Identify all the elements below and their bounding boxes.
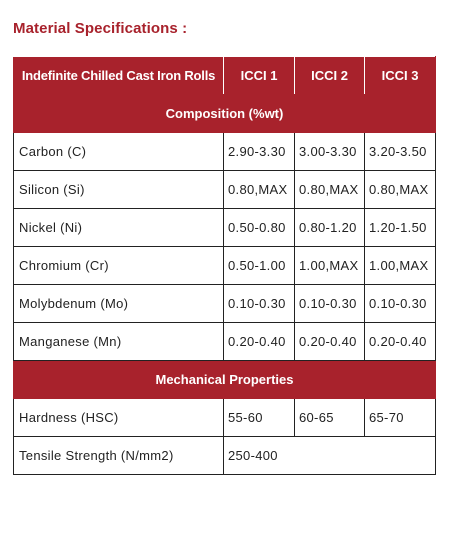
section-row-mechanical: Mechanical Properties (13, 360, 436, 399)
section-title-mechanical: Mechanical Properties (13, 360, 436, 399)
header-icci-2: ICCI 2 (294, 56, 365, 95)
cell-icci-1: 2.90-3.30 (223, 132, 295, 171)
cell-icci-3: 1.20-1.50 (364, 208, 436, 247)
cell-icci-2: 3.00-3.30 (294, 132, 365, 171)
header-icci-3: ICCI 3 (364, 56, 436, 95)
cell-icci-1: 0.50-0.80 (223, 208, 295, 247)
row-label: Hardness (HSC) (13, 398, 224, 437)
cell-icci-2: 1.00,MAX (294, 246, 365, 285)
cell-icci-2: 0.10-0.30 (294, 284, 365, 323)
cell-icci-1: 0.10-0.30 (223, 284, 295, 323)
cell-icci-2: 60-65 (294, 398, 365, 437)
cell-icci-3: 0.10-0.30 (364, 284, 436, 323)
page-title: Material Specifications : (13, 20, 188, 37)
table-row: Manganese (Mn) 0.20-0.40 0.20-0.40 0.20-… (13, 322, 436, 361)
cell-icci-3: 1.00,MAX (364, 246, 436, 285)
row-label: Manganese (Mn) (13, 322, 224, 361)
header-product: Indefinite Chilled Cast Iron Rolls (13, 56, 224, 95)
cell-icci-3: 65-70 (364, 398, 436, 437)
cell-icci-1: 55-60 (223, 398, 295, 437)
cell-icci-2: 0.80,MAX (294, 170, 365, 209)
cell-icci-1: 0.20-0.40 (223, 322, 295, 361)
row-label: Nickel (Ni) (13, 208, 224, 247)
row-label: Tensile Strength (N/mm2) (13, 436, 224, 475)
section-row-composition: Composition (%wt) (13, 94, 436, 133)
table-row: Molybdenum (Mo) 0.10-0.30 0.10-0.30 0.10… (13, 284, 436, 323)
table-row: Chromium (Cr) 0.50-1.00 1.00,MAX 1.00,MA… (13, 246, 436, 285)
table-header-row: Indefinite Chilled Cast Iron Rolls ICCI … (13, 56, 436, 95)
specifications-table: Indefinite Chilled Cast Iron Rolls ICCI … (13, 56, 436, 475)
cell-icci-3: 0.80,MAX (364, 170, 436, 209)
cell-icci-2: 0.20-0.40 (294, 322, 365, 361)
table-row: Tensile Strength (N/mm2) 250-400 (13, 436, 436, 475)
table-row: Hardness (HSC) 55-60 60-65 65-70 (13, 398, 436, 437)
header-icci-1: ICCI 1 (223, 56, 295, 95)
row-label: Molybdenum (Mo) (13, 284, 224, 323)
table-row: Silicon (Si) 0.80,MAX 0.80,MAX 0.80,MAX (13, 170, 436, 209)
row-label: Carbon (C) (13, 132, 224, 171)
cell-icci-3: 0.20-0.40 (364, 322, 436, 361)
section-title-composition: Composition (%wt) (13, 94, 436, 133)
cell-icci-1: 0.50-1.00 (223, 246, 295, 285)
cell-icci-2: 0.80-1.20 (294, 208, 365, 247)
row-label: Chromium (Cr) (13, 246, 224, 285)
cell-tensile-value: 250-400 (223, 436, 436, 475)
table-row: Nickel (Ni) 0.50-0.80 0.80-1.20 1.20-1.5… (13, 208, 436, 247)
table-row: Carbon (C) 2.90-3.30 3.00-3.30 3.20-3.50 (13, 132, 436, 171)
row-label: Silicon (Si) (13, 170, 224, 209)
cell-icci-1: 0.80,MAX (223, 170, 295, 209)
cell-icci-3: 3.20-3.50 (364, 132, 436, 171)
